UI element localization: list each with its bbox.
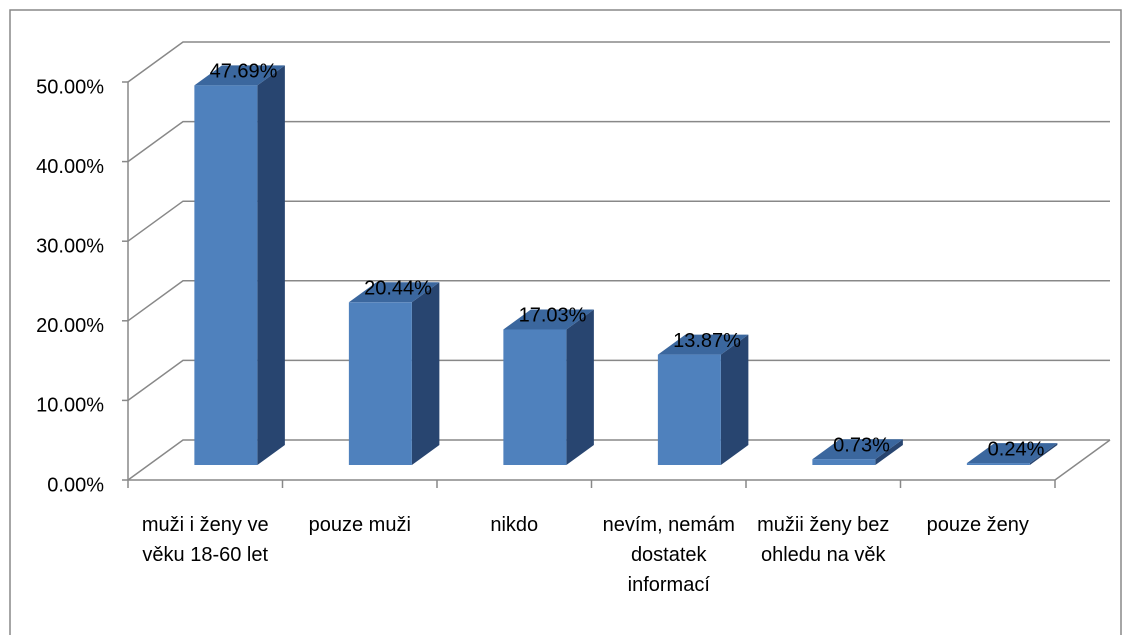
grid-line xyxy=(127,359,1110,402)
x-tick-label: muži i ženy ve věku 18-60 let xyxy=(141,514,269,566)
y-tick-label: 50.00% xyxy=(36,76,104,98)
y-tick-label: 40.00% xyxy=(36,156,104,178)
y-tick-label: 10.00% xyxy=(36,395,104,417)
grid-line xyxy=(127,120,1110,163)
y-tick-label: 0.00% xyxy=(47,474,104,496)
bar-top xyxy=(194,65,285,86)
x-tick-label: pouze ženy xyxy=(926,514,1029,536)
grid-line xyxy=(127,200,1110,242)
bar-top xyxy=(503,309,594,330)
bar xyxy=(348,302,412,465)
bar-side xyxy=(720,334,749,465)
grid-line xyxy=(127,41,1110,83)
x-tick-label: pouze muži xyxy=(308,514,411,536)
bar-top xyxy=(966,443,1058,464)
x-tick-label: nikdo xyxy=(490,514,539,536)
grid-line xyxy=(127,439,1110,481)
bar-top xyxy=(657,334,749,355)
bar-side xyxy=(566,309,594,465)
y-tick-label: 20.00% xyxy=(36,315,104,337)
data-label: 13.87% xyxy=(673,330,741,352)
data-label: 17.03% xyxy=(519,305,587,327)
x-tick-label: nevím, nemám dostatek informací xyxy=(602,514,735,596)
bar-side xyxy=(1029,443,1058,465)
bar xyxy=(966,463,1030,465)
bar-side xyxy=(875,439,903,465)
data-label: 47.69% xyxy=(210,61,278,83)
bar xyxy=(194,85,258,465)
y-tick-label: 30.00% xyxy=(36,235,104,257)
grid-line xyxy=(127,280,1110,322)
bar-top xyxy=(812,439,903,460)
data-label: 20.44% xyxy=(364,278,432,300)
bar xyxy=(657,354,721,465)
data-label: 0.73% xyxy=(833,434,890,456)
chart-border xyxy=(9,9,1122,635)
bar xyxy=(503,329,567,465)
bar-side xyxy=(411,282,440,465)
bar xyxy=(812,459,876,465)
bar-top xyxy=(348,282,440,303)
x-tick-label: mužii ženy bez ohledu na věk xyxy=(757,514,890,566)
bar-side xyxy=(257,65,285,465)
data-label: 0.24% xyxy=(988,438,1045,460)
